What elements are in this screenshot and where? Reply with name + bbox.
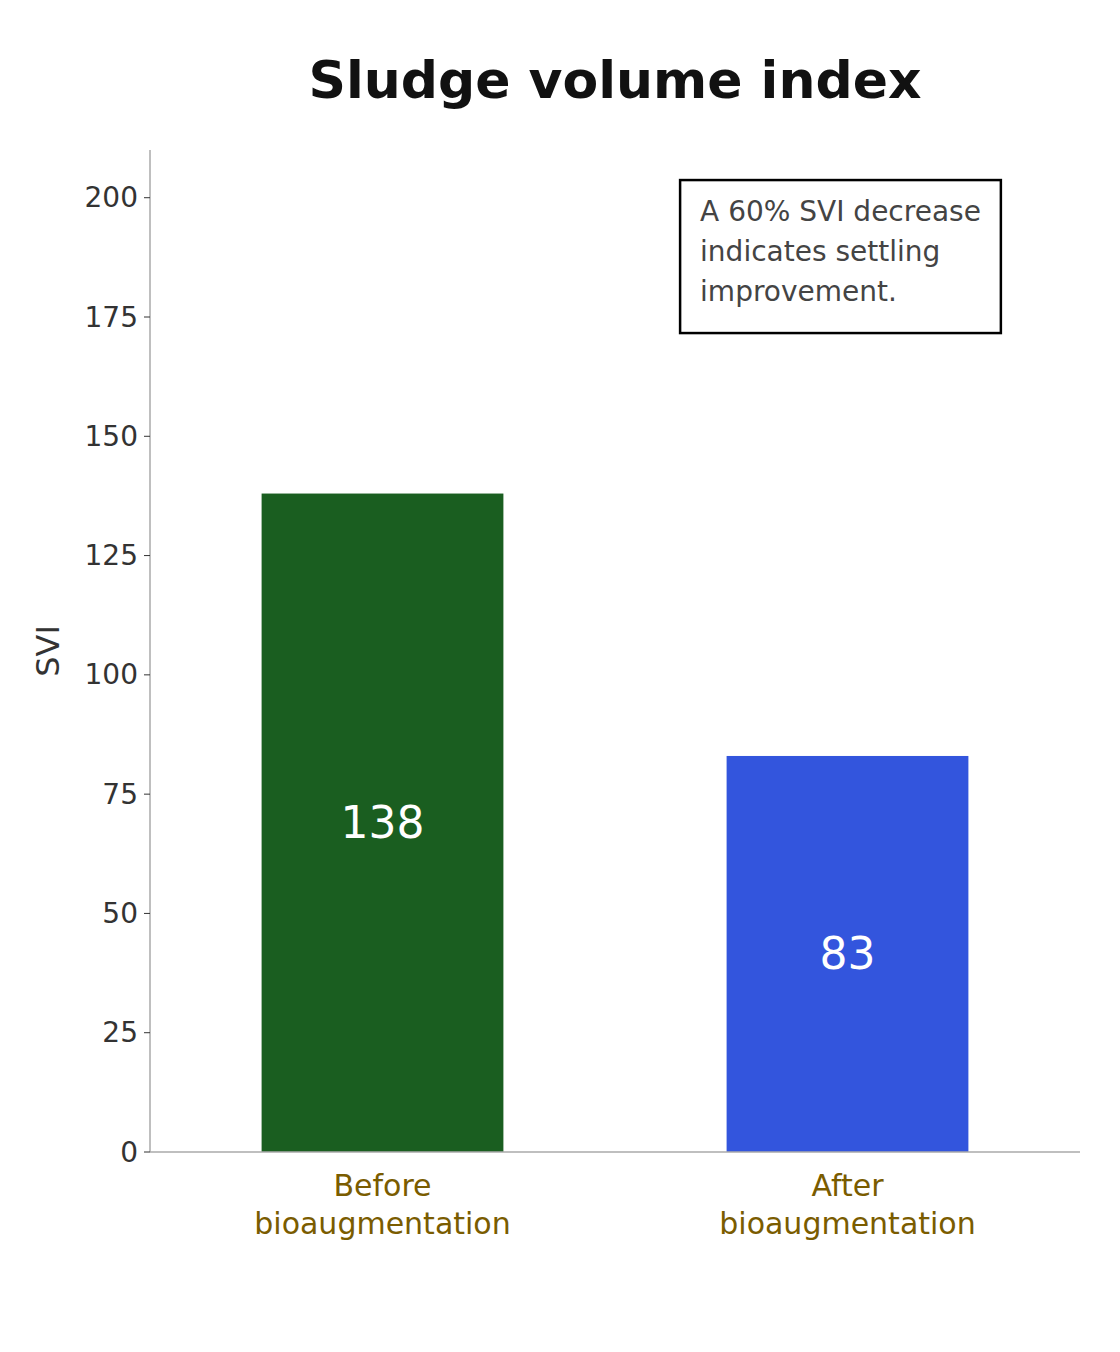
annotation-line: A 60% SVI decrease [700,195,981,228]
y-tick-label: 75 [102,778,138,811]
x-tick-label-line: Before [333,1168,431,1203]
bars [262,494,969,1152]
y-tick-label: 150 [85,420,138,453]
y-axis-line [149,150,151,1152]
y-tick [144,317,150,318]
y-tick-label: 200 [85,181,138,214]
y-tick-label: 125 [85,539,138,572]
annotation-text: A 60% SVI decrease indicates settling impr… [700,195,981,308]
x-tick-label-line: bioaugmentation [719,1206,975,1241]
title: Sludge volume index [308,50,921,110]
y-tick [144,436,150,437]
y-tick-label: 175 [85,301,138,334]
y-tick-label: 100 [85,658,138,691]
y-tick-label: 0 [120,1136,138,1169]
chart-container: 138830255075100125150175200Beforebioaugm… [0,0,1120,1352]
annotation-box [680,180,1001,333]
data-label: 138 [341,797,425,848]
background [0,0,1120,1352]
y-tick-label: 50 [102,897,138,930]
y-tick [144,913,150,914]
y-tick [144,794,150,795]
y-tick [144,555,150,556]
annotation-line: indicates settling [700,235,940,268]
bar [262,494,504,1152]
x-axis-line [150,1151,1080,1153]
y-tick [144,1032,150,1033]
data-label: 83 [820,928,876,979]
axes: 0255075100125150175200Beforebioaugmentat… [85,150,1080,1241]
y-tick [144,197,150,198]
data-labels: 138 83 [341,797,876,979]
annotation-line: improvement. [700,275,897,308]
y-tick-label: 25 [102,1016,138,1049]
x-tick-label-line: After [811,1168,884,1203]
y-tick [144,674,150,675]
annotation: A 60% SVI decrease indicates settling impr… [680,180,1001,333]
x-tick-label: Afterbioaugmentation [719,1168,975,1241]
bar [727,756,969,1152]
x-tick-label: Beforebioaugmentation [254,1168,510,1241]
chart-svg: 138830255075100125150175200Beforebioaugm… [0,0,1120,1352]
y-axis-label: SVI [29,625,67,677]
x-tick-label-line: bioaugmentation [254,1206,510,1241]
y-tick [144,1152,150,1153]
